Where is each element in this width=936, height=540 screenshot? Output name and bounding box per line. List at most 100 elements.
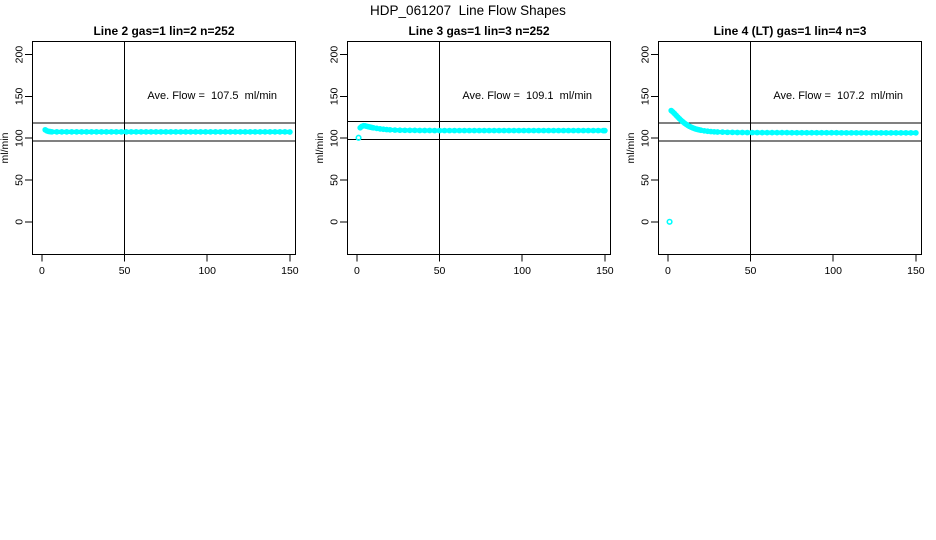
x-tick-label: 100 bbox=[198, 265, 216, 277]
x-tick-label: 50 bbox=[434, 265, 446, 277]
data-point bbox=[535, 127, 542, 134]
ave-flow-annotation: Ave. Flow = 107.2 ml/min bbox=[773, 90, 903, 102]
data-point bbox=[759, 129, 765, 136]
data-point bbox=[98, 129, 105, 135]
data-point bbox=[163, 129, 169, 135]
data-point bbox=[516, 127, 522, 134]
data-point bbox=[172, 129, 179, 135]
x-tick-label: 100 bbox=[824, 265, 842, 277]
data-point bbox=[237, 129, 244, 135]
data-point bbox=[858, 129, 865, 136]
data-point bbox=[863, 129, 870, 136]
data-point bbox=[545, 127, 552, 134]
data-point bbox=[431, 127, 438, 134]
data-point bbox=[177, 129, 184, 135]
data-point bbox=[779, 129, 785, 136]
data-point bbox=[48, 128, 55, 135]
data-point bbox=[823, 129, 830, 136]
data-point bbox=[197, 129, 204, 135]
data-point bbox=[803, 129, 810, 136]
panel-plot-2: Line 3 gas=1 lin=3 n=252 0 50 100 150 200 0 50 1… bbox=[314, 24, 614, 277]
data-point bbox=[570, 127, 577, 134]
data-point bbox=[128, 129, 135, 135]
data-point bbox=[903, 130, 909, 136]
data-point bbox=[373, 125, 380, 132]
data-point bbox=[182, 129, 189, 135]
y-tick-label: 200 bbox=[14, 46, 26, 64]
data-point bbox=[461, 127, 468, 134]
data-point bbox=[392, 127, 398, 133]
data-point bbox=[58, 129, 65, 135]
y-axis-label: ml/min bbox=[0, 132, 11, 163]
data-point bbox=[784, 129, 790, 136]
data-point bbox=[252, 129, 259, 135]
data-point bbox=[88, 129, 95, 135]
data-point bbox=[466, 127, 473, 134]
data-point bbox=[893, 130, 899, 136]
data-point bbox=[789, 129, 795, 136]
data-point bbox=[411, 127, 418, 134]
data-point bbox=[103, 129, 110, 135]
data-point bbox=[133, 129, 139, 135]
data-point bbox=[496, 127, 502, 134]
data-point bbox=[575, 127, 582, 134]
data-point bbox=[530, 127, 537, 134]
panel-plot-3: Line 4 (LT) gas=1 lin=4 n=3 0 50 100 150 200 0… bbox=[625, 24, 925, 277]
data-point bbox=[187, 129, 194, 135]
data-point bbox=[402, 127, 408, 134]
data-point bbox=[798, 129, 805, 136]
ave-flow-annotation: Ave. Flow = 109.1 ml/min bbox=[462, 90, 592, 102]
y-tick-label: 150 bbox=[329, 87, 341, 105]
data-point bbox=[272, 129, 278, 135]
y-tick-label: 0 bbox=[329, 219, 341, 225]
y-tick-label: 100 bbox=[329, 129, 341, 147]
figure-title: HDP_061207 Line Flow Shapes bbox=[370, 3, 566, 18]
data-point bbox=[833, 129, 840, 136]
data-point bbox=[247, 129, 254, 135]
data-point bbox=[83, 129, 90, 135]
x-tick-label: 50 bbox=[119, 265, 131, 277]
data-point bbox=[242, 129, 249, 135]
data-point bbox=[701, 127, 708, 134]
data-point bbox=[883, 130, 889, 136]
data-point bbox=[698, 127, 704, 134]
data-point bbox=[764, 129, 770, 136]
data-point bbox=[838, 129, 845, 136]
data-point bbox=[754, 129, 761, 136]
data-point bbox=[456, 127, 463, 134]
data-point bbox=[113, 129, 120, 135]
data-point bbox=[436, 127, 443, 134]
data-point bbox=[794, 129, 800, 136]
ave-flow-annotation: Ave. Flow = 107.5 ml/min bbox=[147, 90, 277, 102]
plot-box bbox=[658, 41, 922, 255]
data-point bbox=[501, 127, 507, 134]
data-point bbox=[212, 129, 219, 135]
data-point bbox=[53, 129, 60, 135]
isolated-point bbox=[355, 134, 362, 141]
data-point bbox=[383, 126, 390, 133]
x-tick-label: 0 bbox=[665, 265, 671, 277]
data-point bbox=[602, 127, 608, 134]
data-point bbox=[724, 129, 731, 136]
data-point bbox=[711, 128, 718, 135]
data-point bbox=[704, 128, 711, 135]
data-point bbox=[749, 129, 756, 136]
x-tick-label: 50 bbox=[745, 265, 757, 277]
y-tick-label: 150 bbox=[14, 87, 26, 105]
data-point bbox=[416, 127, 423, 134]
x-tick-label: 150 bbox=[907, 265, 925, 277]
data-point bbox=[769, 129, 775, 136]
data-point bbox=[68, 129, 75, 135]
data-point bbox=[708, 128, 714, 135]
data-point bbox=[73, 129, 80, 135]
data-point bbox=[714, 129, 721, 135]
data-point bbox=[565, 127, 572, 134]
data-point bbox=[446, 127, 453, 134]
y-axis-label: ml/min bbox=[625, 132, 637, 163]
data-point bbox=[719, 129, 726, 136]
data-point bbox=[739, 129, 746, 136]
data-point bbox=[729, 129, 736, 136]
data-point bbox=[232, 129, 239, 135]
data-point bbox=[471, 127, 478, 134]
data-point bbox=[387, 126, 393, 133]
